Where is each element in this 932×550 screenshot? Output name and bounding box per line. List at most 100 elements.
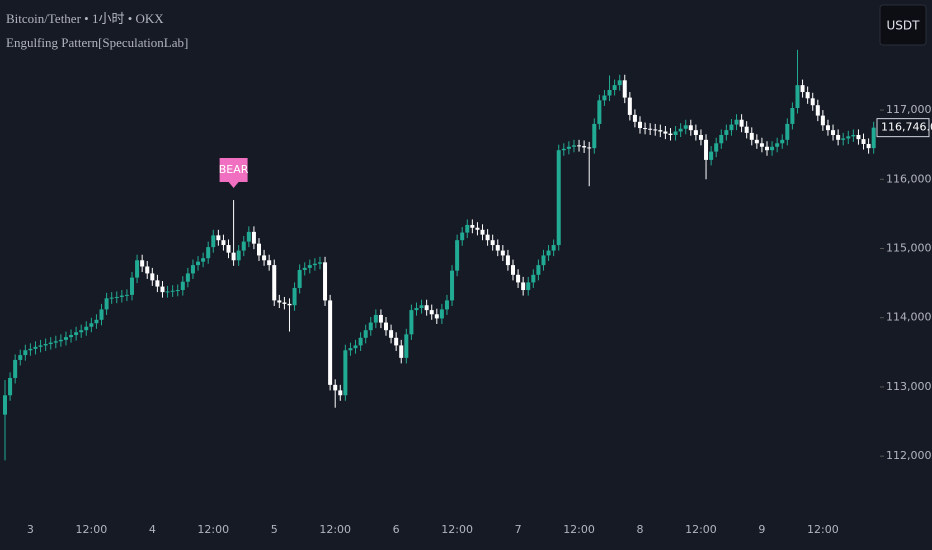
candle-body <box>587 147 592 149</box>
candle-body <box>490 240 495 246</box>
candle-body <box>770 146 775 151</box>
candle-body <box>358 337 363 346</box>
candle-body <box>546 250 551 256</box>
candle-body <box>795 85 800 108</box>
candle-body <box>145 266 150 274</box>
candle-body <box>521 282 526 291</box>
candle-body <box>729 124 734 131</box>
candle-body <box>185 273 190 282</box>
candle-body <box>272 265 277 301</box>
candle-body <box>328 300 333 385</box>
candle-body <box>526 282 531 291</box>
candle-body <box>53 341 58 343</box>
candle-body <box>704 139 709 160</box>
candle-body <box>805 92 810 99</box>
candle-body <box>363 330 368 338</box>
candle-body <box>155 280 160 287</box>
candle-body <box>622 80 627 98</box>
last-price-label: 116,746.0 <box>881 121 932 134</box>
candle-body <box>104 298 109 310</box>
candle-body <box>561 148 566 151</box>
x-tick-label: 3 <box>27 523 34 536</box>
candle-body <box>663 131 668 134</box>
currency-label[interactable]: USDT <box>887 19 921 33</box>
candle-body <box>241 241 246 251</box>
candle-body <box>698 134 703 140</box>
candle-body <box>577 145 582 147</box>
candle-body <box>94 319 99 324</box>
candle-body <box>378 314 383 323</box>
candle-body <box>384 322 388 331</box>
candle-body <box>658 130 663 132</box>
candle-body <box>333 384 338 391</box>
candle-body <box>460 232 465 241</box>
candle-body <box>678 128 683 132</box>
candle-body <box>18 355 23 360</box>
candle-body <box>38 345 43 347</box>
x-tick-label: 12:00 <box>685 523 717 536</box>
x-tick-label: 4 <box>149 523 156 536</box>
y-tick-label: 112,000.0 <box>886 449 932 462</box>
symbol-line: Bitcoin/Tether • 1小时 • OKX <box>6 11 164 26</box>
candle-body <box>414 308 419 311</box>
candle-body <box>785 123 790 140</box>
x-tick-label: 9 <box>758 523 765 536</box>
candle-body <box>759 143 764 147</box>
candle-body <box>485 234 490 241</box>
candle-body <box>201 258 206 262</box>
x-tick-label: 12:00 <box>319 523 351 536</box>
candle-body <box>150 273 155 281</box>
candle-body <box>780 139 785 144</box>
candle-body <box>765 146 769 151</box>
candle-body <box>404 334 409 358</box>
candle-body <box>500 250 505 256</box>
candle-body <box>516 274 521 283</box>
candle-body <box>302 267 307 270</box>
candle-body <box>373 314 378 323</box>
candle-body <box>856 134 861 140</box>
candle-body <box>246 231 251 242</box>
candle-body <box>236 250 241 261</box>
candle-body <box>312 263 317 266</box>
candle-body <box>282 302 287 304</box>
candle-body <box>739 119 744 127</box>
candle-body <box>480 229 485 235</box>
candle-body <box>74 332 79 336</box>
candle-body <box>267 260 272 266</box>
candle-body <box>820 115 825 126</box>
candle-body <box>109 297 114 299</box>
candle-body <box>688 125 693 131</box>
x-tick-label: 12:00 <box>563 523 595 536</box>
candle-body <box>612 85 617 90</box>
candle-body <box>450 270 455 301</box>
indicator-name: Engulfing Pattern[SpeculationLab] <box>6 35 188 50</box>
candle-body <box>343 350 348 396</box>
candle-body <box>69 335 74 338</box>
candle-body <box>160 286 165 293</box>
candle-body <box>226 245 231 253</box>
candle-body <box>63 337 68 340</box>
candle-body <box>775 143 780 147</box>
candle-body <box>851 134 856 137</box>
candle-body <box>861 139 866 144</box>
x-tick-label: 6 <box>393 523 400 536</box>
candle-body <box>43 344 48 346</box>
candle-body <box>709 151 714 160</box>
candle-body <box>825 125 830 131</box>
candle-body <box>175 290 180 292</box>
candle-body <box>317 262 322 264</box>
currency-button[interactable] <box>879 4 927 46</box>
candle-body <box>368 322 373 331</box>
annotation-label: BEAR <box>219 163 249 176</box>
candle-body <box>607 89 612 96</box>
candle-body <box>251 231 256 244</box>
candle-body <box>714 143 719 152</box>
candle-body <box>871 127 876 149</box>
candle-body <box>744 126 749 133</box>
candle-body <box>28 348 33 351</box>
candle-body <box>643 128 648 130</box>
candle-body <box>734 119 739 125</box>
candle-body <box>724 130 729 135</box>
